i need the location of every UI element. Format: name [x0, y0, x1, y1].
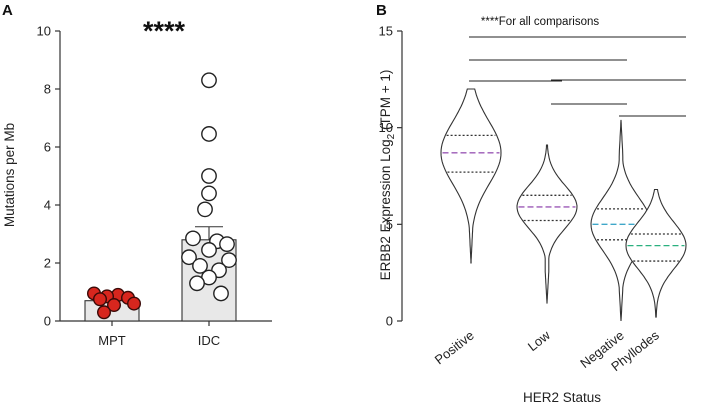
panel-b-x-tick-label: Positive [432, 328, 477, 368]
panel-b-violins [440, 88, 687, 322]
panel-b-comparison-lines [469, 36, 686, 117]
data-point-idc [185, 230, 201, 247]
data-point-mpt [96, 305, 111, 320]
violin-low [516, 144, 578, 304]
data-point-idc [201, 242, 217, 258]
panel-b-x-tick-label: Low [525, 327, 554, 354]
panel-a-y-tick-label: 10 [37, 24, 51, 39]
panel-b-y-axis-title: ERBB2 Expression Log2 (TPM + 1) [378, 70, 397, 281]
data-point-mpt [92, 292, 107, 307]
panel-a-x-tick-label: MPT [98, 333, 126, 348]
panel-b: B ERBB2 Expression Log2 (TPM + 1) HER2 S… [376, 2, 687, 405]
panel-b-annotation: ****For all comparisons [481, 16, 599, 28]
panel-b-y-tick-label: 0 [386, 314, 393, 329]
panel-a-y-tick-label: 8 [44, 82, 51, 97]
panel-a-y-axis-title: Mutations per Mb [2, 123, 17, 227]
panel-a-y-tick-label: 0 [44, 314, 51, 329]
data-point-idc [221, 252, 237, 269]
data-point-idc [213, 285, 229, 302]
panel-b-y-tick-label: 5 [386, 217, 393, 232]
data-point-idc [219, 236, 235, 253]
panel-b-letter: B [376, 2, 387, 19]
data-point-idc [192, 257, 208, 274]
violin-positive [440, 88, 502, 264]
data-point-mpt [106, 298, 121, 313]
data-point-idc [201, 168, 217, 184]
panel-b-y-tick-label: 10 [379, 120, 393, 135]
panel-b-y-tick-label: 15 [379, 24, 393, 39]
panel-a: A Mutations per Mb 0 2 4 6 8 10 MPT IDC **** [2, 2, 272, 348]
data-point-idc [189, 275, 205, 292]
data-point-idc [201, 126, 217, 142]
data-point-idc [201, 72, 217, 89]
panel-a-significance: **** [143, 16, 186, 46]
violin-phyllodes [625, 188, 687, 318]
panel-a-y-tick-label: 6 [44, 140, 51, 155]
panel-b-x-axis-title: HER2 Status [523, 390, 601, 405]
data-point-idc [201, 185, 217, 202]
panel-a-y-tick-label: 2 [44, 256, 51, 271]
panel-a-y-tick-label: 4 [44, 198, 51, 213]
data-point-idc [181, 249, 197, 266]
panel-a-points [86, 72, 237, 320]
panel-a-axes: 0 2 4 6 8 10 MPT IDC [37, 24, 272, 348]
data-point-idc [197, 201, 213, 218]
data-point-mpt [126, 296, 141, 311]
panel-a-x-tick-label: IDC [198, 333, 220, 348]
panel-a-letter: A [2, 2, 13, 19]
